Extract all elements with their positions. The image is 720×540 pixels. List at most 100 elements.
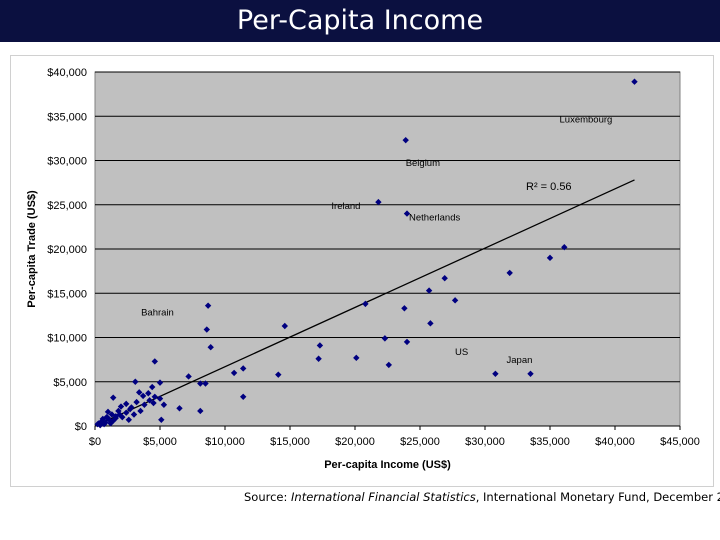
data-point <box>506 269 513 277</box>
y-tick-label: $15,000 <box>47 288 87 300</box>
data-point <box>136 389 143 396</box>
slide-title: Per-Capita Income <box>0 0 720 42</box>
data-point <box>145 390 152 397</box>
point-label: Japan <box>507 355 533 366</box>
data-point <box>362 300 369 308</box>
y-tick-label: $0 <box>75 421 87 433</box>
data-point <box>156 395 164 402</box>
y-axis-ticks: $0 $5,000 $10,000 $15,000 $20,000 $25,000 $30,… <box>47 67 87 433</box>
data-point <box>151 393 158 400</box>
data-point <box>204 302 212 309</box>
data-point <box>546 254 554 262</box>
data-point <box>207 344 214 351</box>
data-point <box>315 355 322 362</box>
data-point <box>123 400 130 408</box>
data-point <box>125 416 132 424</box>
point-label: Netherlands <box>409 213 460 224</box>
x-axis-ticks: $0 $5,000 $10,000 $15,000 $20,000 $25,000 $30,… <box>89 426 700 448</box>
data-point <box>139 392 147 400</box>
data-point <box>150 399 157 407</box>
data-point <box>427 320 434 327</box>
x-tick-label: $15,000 <box>270 436 310 448</box>
data-point <box>203 326 210 333</box>
x-tick-label: $10,000 <box>205 436 245 448</box>
data-point <box>104 408 112 416</box>
data-point <box>240 365 247 372</box>
y-tick-label: $25,000 <box>47 200 87 212</box>
x-tick-label: $35,000 <box>530 436 570 448</box>
data-point <box>275 371 282 378</box>
data-point <box>160 401 168 408</box>
x-axis-title: Per-capita Income (US$) <box>324 459 451 471</box>
data-point <box>104 414 112 422</box>
data-point <box>401 305 408 312</box>
point-label: Belgium <box>406 158 440 169</box>
data-point <box>441 275 448 282</box>
point-label: Ireland <box>331 201 360 212</box>
point-annotations: Luxembourg Belgium Ireland Netherlands Bahra… <box>141 115 612 366</box>
x-tick-label: $30,000 <box>465 436 505 448</box>
data-point <box>403 338 411 346</box>
data-point <box>631 78 638 85</box>
source-prefix: Source: <box>244 490 292 504</box>
data-point <box>117 403 125 410</box>
data-point <box>230 369 238 377</box>
data-point <box>451 297 459 304</box>
data-point <box>133 398 140 406</box>
data-point <box>353 354 360 362</box>
source-note: Source: International Financial Statisti… <box>244 490 720 504</box>
x-tick-label: $0 <box>89 436 101 448</box>
y-axis-title: Per-capita Trade (US$) <box>26 190 38 308</box>
data-point <box>316 342 324 349</box>
data-point <box>492 370 499 377</box>
point-label: Bahrain <box>141 308 174 319</box>
data-point <box>561 244 568 251</box>
y-tick-label: $10,000 <box>47 333 87 345</box>
data-point <box>146 397 153 404</box>
x-tick-label: $25,000 <box>400 436 440 448</box>
point-label: US <box>455 347 468 358</box>
data-point <box>176 405 183 412</box>
data-point <box>112 414 119 422</box>
data-point <box>527 370 534 377</box>
scatter-plot: $0 $5,000 $10,000 $15,000 $20,000 $25,000 $30,… <box>26 67 700 471</box>
x-tick-label: $20,000 <box>335 436 375 448</box>
x-tick-label: $45,000 <box>660 436 700 448</box>
data-point <box>158 416 165 424</box>
source-publication: International Financial Statistics <box>291 490 476 504</box>
y-tick-label: $20,000 <box>47 244 87 256</box>
data-point <box>94 421 101 428</box>
data-point <box>402 136 409 144</box>
x-tick-label: $40,000 <box>595 436 635 448</box>
data-point <box>197 380 204 387</box>
data-point <box>185 373 192 380</box>
data-point <box>151 358 158 365</box>
y-tick-label: $30,000 <box>47 156 87 168</box>
data-point <box>123 409 130 416</box>
y-tick-label: $5,000 <box>53 377 87 389</box>
y-tick-label: $35,000 <box>47 111 87 123</box>
data-point <box>202 380 209 387</box>
data-point <box>240 393 247 400</box>
data-point <box>110 394 117 401</box>
x-tick-label: $5,000 <box>143 436 177 448</box>
y-tick-label: $40,000 <box>47 67 87 79</box>
r-squared-label: R² = 0.56 <box>526 181 572 193</box>
data-point <box>116 411 123 418</box>
data-point <box>132 378 139 385</box>
data-point <box>375 198 382 206</box>
data-point <box>141 401 148 408</box>
point-label: Luxembourg <box>560 115 613 126</box>
data-point <box>281 322 288 330</box>
source-suffix: , International Monetary Fund, December … <box>475 490 720 504</box>
data-point <box>381 335 389 342</box>
data-point <box>156 379 164 386</box>
data-points <box>94 78 638 429</box>
data-point <box>403 210 411 217</box>
data-point <box>107 420 114 427</box>
data-point <box>385 361 392 369</box>
chart-area: $0 $5,000 $10,000 $15,000 $20,000 $25,000 $30,… <box>10 55 714 487</box>
data-point <box>149 383 156 391</box>
data-point <box>128 404 135 411</box>
data-point <box>197 407 204 415</box>
